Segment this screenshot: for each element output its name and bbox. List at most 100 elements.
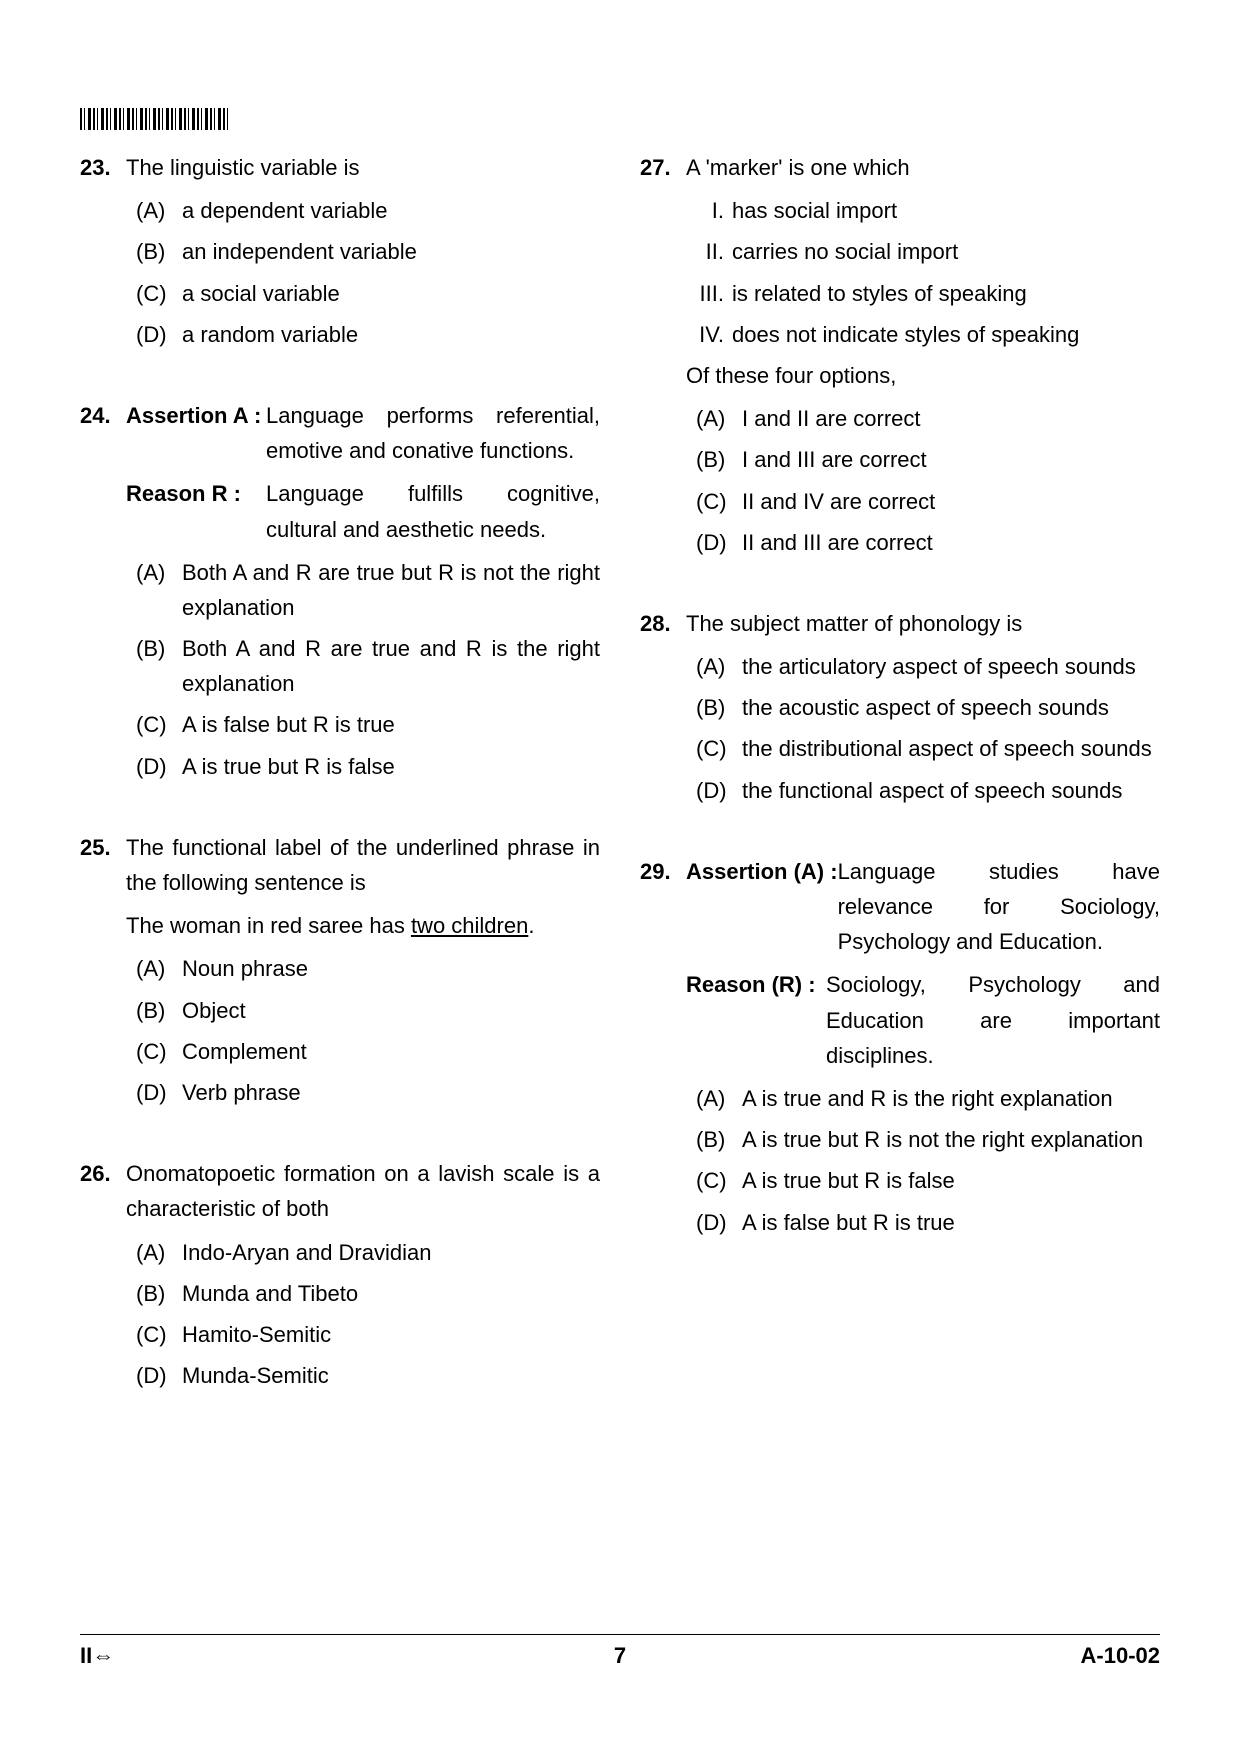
option-text: the articulatory aspect of speech sounds [742,649,1160,684]
assertion-row: Assertion (A) :Language studies have rel… [686,854,1160,960]
option-text: A is false but R is true [182,707,600,742]
question-subtext: Of these four options, [686,358,1160,393]
roman-text: does not indicate styles of speaking [732,317,1160,352]
option: (A)I and II are correct [686,401,1160,436]
option-label: (C) [696,731,742,766]
left-column: 23.The linguistic variable is(A)a depend… [80,150,600,1439]
option-text: Munda and Tibeto [182,1276,600,1311]
reason-row: Reason R :Language fulfills cognitive, c… [126,476,600,546]
option-label: (D) [136,317,182,352]
question-text: The linguistic variable is [126,150,600,185]
roman-label: IV. [686,317,732,352]
option-text: Indo-Aryan and Dravidian [182,1235,600,1270]
option: (D)A is false but R is true [686,1205,1160,1240]
option-text: Noun phrase [182,951,600,986]
barcode [80,108,230,130]
option: (B)Both A and R are true and R is the ri… [126,631,600,701]
option: (A)the articulatory aspect of speech sou… [686,649,1160,684]
option-text: the functional aspect of speech sounds [742,773,1160,808]
content-area: 23.The linguistic variable is(A)a depend… [80,150,1160,1439]
option: (D)the functional aspect of speech sound… [686,773,1160,808]
option: (C)a social variable [126,276,600,311]
option: (B)I and III are correct [686,442,1160,477]
option-label: (A) [696,1081,742,1116]
option-label: (A) [136,193,182,228]
option-label: (A) [136,555,182,625]
option-label: (C) [136,276,182,311]
question-number: 26. [80,1156,126,1399]
option-text: II and IV are correct [742,484,1160,519]
option-label: (C) [696,484,742,519]
option: (B)A is true but R is not the right expl… [686,1122,1160,1157]
question-body: Onomatopoetic formation on a lavish scal… [126,1156,600,1399]
option-text: Munda-Semitic [182,1358,600,1393]
roman-text: carries no social import [732,234,1160,269]
question-number: 29. [640,854,686,1246]
option: (B)an independent variable [126,234,600,269]
option-label: (D) [136,1075,182,1110]
option-label: (B) [696,690,742,725]
option: (D)II and III are correct [686,525,1160,560]
option-text: a social variable [182,276,600,311]
question: 25.The functional label of the underline… [80,830,600,1116]
option-text: A is true and R is the right explanation [742,1081,1160,1116]
roman-label: I. [686,193,732,228]
option: (A)Both A and R are true but R is not th… [126,555,600,625]
roman-item: I.has social import [686,193,1160,228]
question: 23.The linguistic variable is(A)a depend… [80,150,600,358]
sentence-underlined: two children [411,913,528,938]
reason-label: Reason R : [126,476,266,546]
roman-label: III. [686,276,732,311]
option: (A)Indo-Aryan and Dravidian [126,1235,600,1270]
question-number: 25. [80,830,126,1116]
roman-text: has social import [732,193,1160,228]
option: (C)A is false but R is true [126,707,600,742]
question-number: 23. [80,150,126,358]
question-body: A 'marker' is one which I.has social impo… [686,150,1160,566]
option-label: (D) [696,1205,742,1240]
reason-row: Reason (R) :Sociology, Psychology and Ed… [686,967,1160,1073]
question-text: Onomatopoetic formation on a lavish scal… [126,1156,600,1226]
right-column: 27.A 'marker' is one whichI.has social i… [640,150,1160,1439]
option-text: Both A and R are true but R is not the r… [182,555,600,625]
option-label: (A) [136,951,182,986]
option: (D)Munda-Semitic [126,1358,600,1393]
option-text: a random variable [182,317,600,352]
assertion-row: Assertion A :Language performs referenti… [126,398,600,468]
option: (D)a random variable [126,317,600,352]
option-text: an independent variable [182,234,600,269]
question-text: A 'marker' is one which [686,150,1160,185]
option-text: I and II are correct [742,401,1160,436]
option-label: (D) [136,749,182,784]
option-text: A is true but R is false [182,749,600,784]
option: (C)Hamito-Semitic [126,1317,600,1352]
option-label: (B) [136,631,182,701]
option: (C)II and IV are correct [686,484,1160,519]
assertion-label: Assertion (A) : [686,854,838,960]
option: (B)the acoustic aspect of speech sounds [686,690,1160,725]
question-body: Assertion (A) :Language studies have rel… [686,854,1160,1246]
option-label: (C) [136,1317,182,1352]
roman-label: II. [686,234,732,269]
question-body: The linguistic variable is(A)a dependent… [126,150,600,358]
option: (C)A is true but R is false [686,1163,1160,1198]
option-label: (B) [696,442,742,477]
question-sentence: The woman in red saree has two children. [126,908,600,943]
question-body: The subject matter of phonology is(A)the… [686,606,1160,814]
option: (D)Verb phrase [126,1075,600,1110]
option-label: (A) [696,401,742,436]
option-label: (B) [696,1122,742,1157]
option-label: (B) [136,234,182,269]
option-text: Hamito-Semitic [182,1317,600,1352]
option: (A)A is true and R is the right explanat… [686,1081,1160,1116]
option-label: (B) [136,993,182,1028]
option-label: (C) [136,707,182,742]
option-label: (A) [136,1235,182,1270]
assertion-label: Assertion A : [126,398,266,468]
option-text: Verb phrase [182,1075,600,1110]
reason-text: Sociology, Psychology and Education are … [826,967,1160,1073]
option-text: II and III are correct [742,525,1160,560]
roman-item: III.is related to styles of speaking [686,276,1160,311]
reason-text: Language fulfills cognitive, cultural an… [266,476,600,546]
question: 27.A 'marker' is one whichI.has social i… [640,150,1160,566]
